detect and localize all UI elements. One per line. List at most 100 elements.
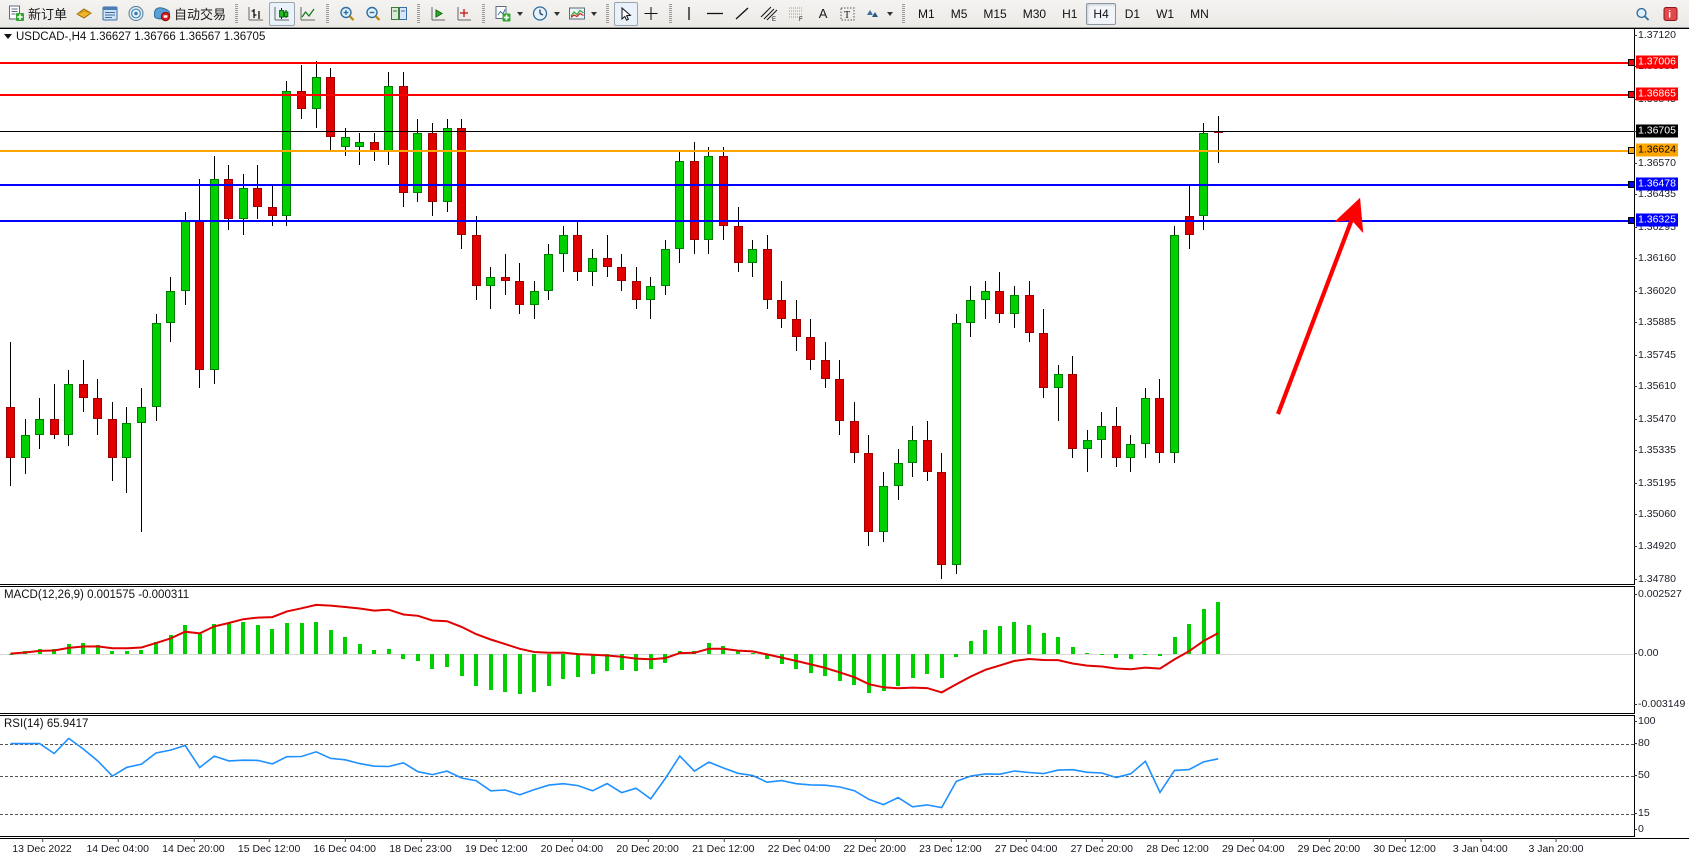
chart-shift-button[interactable] [425, 2, 451, 26]
price-badge-support-1[interactable]: 1.36478 [1636, 177, 1678, 191]
candle-body [1024, 295, 1034, 333]
price-tick: 1.35470 [1634, 412, 1676, 425]
candle [1199, 29, 1209, 585]
new-order-label: 新订单 [28, 7, 68, 22]
macd-line-path [10, 603, 1219, 694]
price-tick: 1.34780 [1634, 573, 1676, 585]
expert-advisors-button[interactable] [71, 2, 97, 26]
candle [486, 29, 496, 585]
search-button[interactable] [1630, 2, 1655, 26]
data-window-button[interactable] [97, 2, 123, 26]
price-axis[interactable]: 1.371201.369851.368451.367051.365701.364… [1634, 29, 1689, 585]
zoom-out-button[interactable] [360, 2, 386, 26]
svg-text:E: E [772, 17, 776, 22]
macd-bar [154, 642, 158, 654]
new-chart-button[interactable] [490, 2, 527, 26]
macd-bar [736, 650, 740, 654]
level-handle[interactable] [1628, 58, 1635, 66]
candle-body [1039, 332, 1049, 389]
trendline-button[interactable] [729, 2, 755, 26]
macd-bar [852, 653, 857, 685]
candle [442, 29, 452, 585]
chevron-down-icon[interactable] [4, 34, 12, 40]
timeframe-h4[interactable]: H4 [1086, 2, 1116, 25]
level-stroke [0, 219, 1634, 222]
candlestick-chart-button[interactable] [269, 1, 296, 26]
toolbar-separator-3 [415, 3, 422, 25]
level-handle[interactable] [1628, 181, 1635, 189]
time-tick: 29 Dec 20:00 [1297, 838, 1361, 855]
chart-symbol-header[interactable]: USDCAD-,H4 1.36627 1.36766 1.36567 1.367… [4, 31, 265, 43]
macd-bar [968, 640, 973, 654]
candle-body [500, 276, 510, 282]
chevron-down-icon[interactable] [887, 11, 894, 16]
time-axis[interactable]: 13 Dec 2022 14 Dec 04:00 14 Dec 20:00 15 De… [0, 838, 1689, 863]
bar-chart-button[interactable] [243, 2, 269, 26]
candle-body [573, 234, 583, 273]
candle [267, 29, 277, 585]
price-pane[interactable]: USDCAD-,H4 1.36627 1.36766 1.36567 1.367… [0, 29, 1635, 585]
price-badge-resistance-2[interactable]: 1.36865 [1636, 87, 1678, 101]
shapes-button[interactable] [860, 2, 897, 26]
macd-bar [532, 653, 537, 693]
help-button[interactable]: i [1658, 2, 1683, 26]
candle-wick [1217, 116, 1219, 163]
new-order-button[interactable]: 新订单 [4, 2, 71, 26]
line-chart-button[interactable] [295, 2, 321, 26]
time-tick: 15 Dec 12:00 [237, 838, 301, 855]
macd-bar [270, 629, 275, 654]
candle-body [544, 253, 554, 291]
timeframe-w1[interactable]: W1 [1156, 6, 1175, 21]
time-tick: 21 Dec 12:00 [692, 838, 755, 855]
candle [136, 29, 146, 585]
macd-bar [415, 653, 420, 661]
auto-scroll-button[interactable] [451, 2, 477, 26]
candle-body [908, 439, 918, 463]
candle [35, 29, 45, 585]
timeframe-d1[interactable]: D1 [1124, 6, 1141, 21]
level-handle[interactable] [1628, 216, 1635, 224]
signals-button[interactable] [123, 2, 149, 26]
timeframe-h1[interactable]: H1 [1062, 6, 1078, 21]
text-box-button[interactable]: T [835, 2, 860, 26]
level-handle[interactable] [1628, 91, 1635, 99]
price-badge-pivot[interactable]: 1.36624 [1636, 143, 1678, 157]
zoom-in-button[interactable] [334, 2, 360, 26]
price-badge-current-price[interactable]: 1.36705 [1636, 124, 1678, 138]
level-handle[interactable] [1628, 147, 1635, 155]
candle-body [136, 406, 146, 424]
macd-header: MACD(12,26,9) 0.001575 -0.000311 [4, 589, 190, 601]
fibonacci-button[interactable]: F [783, 2, 811, 26]
text-label-button[interactable]: A [811, 2, 835, 26]
candle-body [122, 423, 132, 459]
autotrading-button[interactable]: 自动交易 [149, 2, 230, 26]
crosshair-button[interactable] [638, 2, 664, 26]
chart-area[interactable]: USDCAD-,H4 1.36627 1.36766 1.36567 1.367… [0, 28, 1689, 863]
period-button[interactable] [527, 2, 564, 26]
timeframe-m15[interactable]: M15 [983, 6, 1007, 21]
rsi-pane[interactable]: RSI(14) 65.9417 [0, 715, 1634, 837]
price-badge-support-2[interactable]: 1.36325 [1636, 213, 1678, 227]
candle-body [588, 258, 597, 273]
price-badge-resistance-1[interactable]: 1.37006 [1636, 54, 1678, 69]
candle-body [1140, 397, 1150, 445]
chevron-down-icon[interactable] [591, 11, 598, 16]
timeframe-m30[interactable]: M30 [1022, 6, 1047, 21]
cursor-button[interactable] [614, 1, 639, 26]
timeframe-mn[interactable]: MN [1190, 6, 1209, 21]
equidistant-channel-button[interactable]: E [755, 2, 783, 26]
macd-bar [517, 653, 522, 695]
macd-bar [779, 653, 784, 665]
indicators-button[interactable] [564, 2, 601, 26]
horizontal-line-button[interactable] [701, 2, 729, 26]
time-tick: 20 Dec 20:00 [616, 838, 679, 855]
macd-pane[interactable]: MACD(12,26,9) 0.001575 -0.000311 [0, 586, 1634, 714]
chart-layout-button[interactable] [386, 2, 412, 26]
vertical-line-button[interactable] [677, 2, 701, 26]
timeframe-m1[interactable]: M1 [918, 6, 935, 21]
macd-bar [1099, 653, 1104, 655]
candle [1170, 29, 1179, 585]
chevron-down-icon[interactable] [554, 11, 561, 16]
timeframe-m5[interactable]: M5 [950, 6, 968, 21]
chevron-down-icon[interactable] [517, 11, 524, 16]
